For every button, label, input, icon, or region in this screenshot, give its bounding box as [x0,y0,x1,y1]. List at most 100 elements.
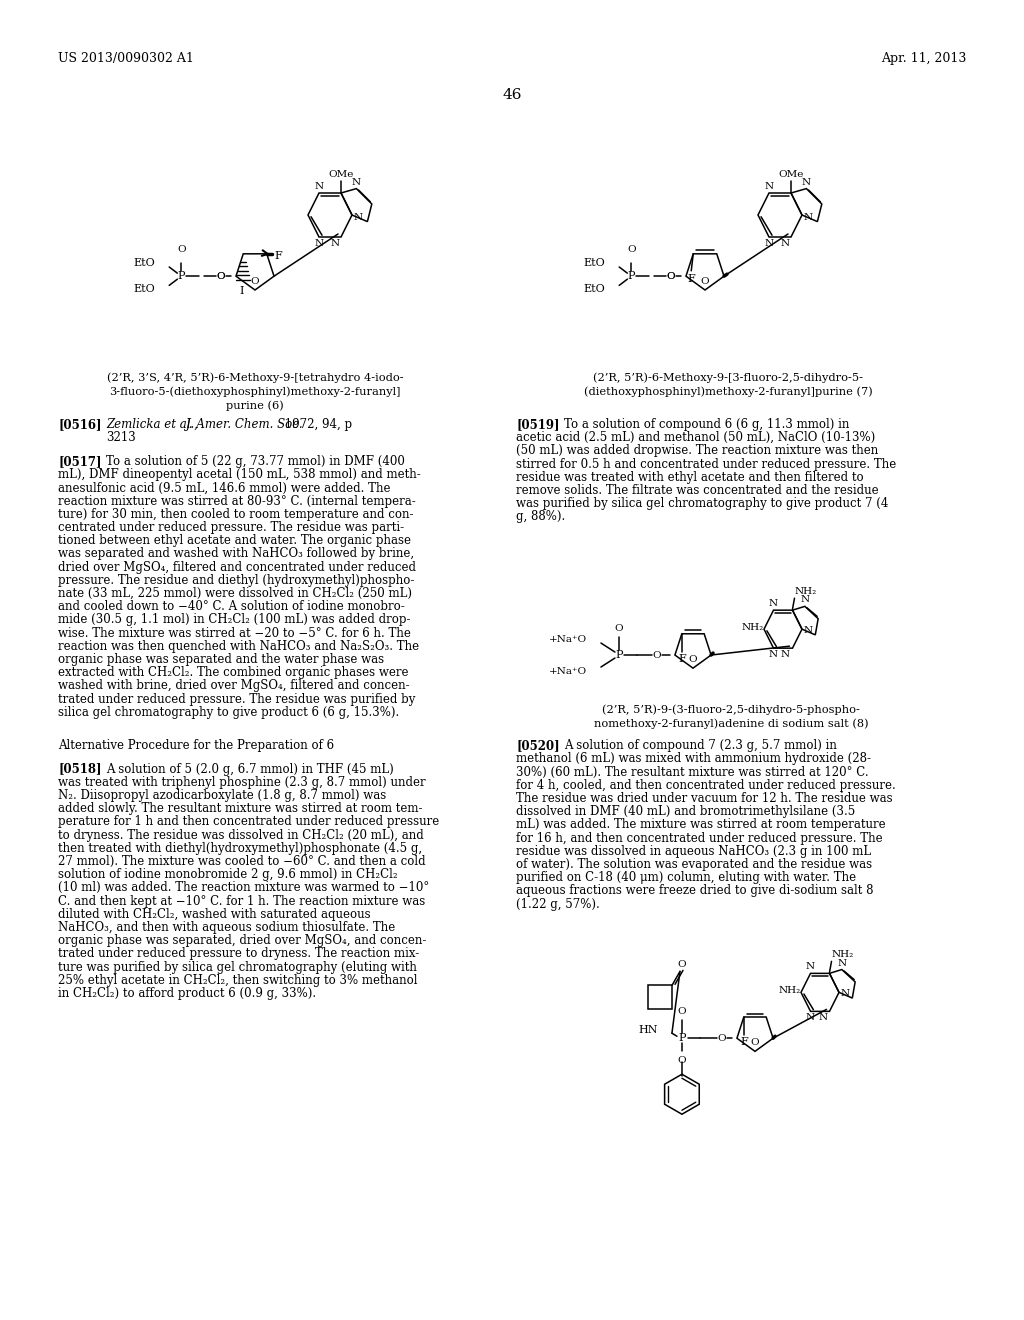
Text: Alternative Procedure for the Preparation of 6: Alternative Procedure for the Preparatio… [58,739,334,752]
Text: O: O [614,624,624,634]
Text: NH₂: NH₂ [741,623,764,632]
Text: O: O [627,244,636,253]
Text: O: O [678,1056,686,1065]
Text: P: P [628,271,635,281]
Text: (diethoxyphosphinyl)methoxy-2-furanyl]purine (7): (diethoxyphosphinyl)methoxy-2-furanyl]pu… [584,385,872,396]
Text: N: N [765,182,773,191]
Text: O: O [689,655,697,664]
Text: diluted with CH₂Cl₂, washed with saturated aqueous: diluted with CH₂Cl₂, washed with saturat… [58,908,371,921]
Text: P: P [177,271,185,281]
Text: 30%) (60 mL). The resultant mixture was stirred at 120° C.: 30%) (60 mL). The resultant mixture was … [516,766,868,779]
Text: washed with brine, dried over MgSO₄, filtered and concen-: washed with brine, dried over MgSO₄, fil… [58,680,410,693]
Text: O: O [678,1007,686,1016]
Text: [0517]: [0517] [58,455,101,469]
Text: perature for 1 h and then concentrated under reduced pressure: perature for 1 h and then concentrated u… [58,816,439,829]
Text: nate (33 mL, 225 mmol) were dissolved in CH₂Cl₂ (250 mL): nate (33 mL, 225 mmol) were dissolved in… [58,587,412,601]
Text: C. and then kept at −10° C. for 1 h. The reaction mixture was: C. and then kept at −10° C. for 1 h. The… [58,895,425,908]
Text: (50 mL) was added dropwise. The reaction mixture was then: (50 mL) was added dropwise. The reaction… [516,445,879,458]
Text: N: N [314,239,324,248]
Text: [0518]: [0518] [58,763,101,776]
Text: (10 ml) was added. The reaction mixture was warmed to −10°: (10 ml) was added. The reaction mixture … [58,882,429,895]
Text: was separated and washed with NaHCO₃ followed by brine,: was separated and washed with NaHCO₃ fol… [58,548,414,561]
Text: N: N [804,626,813,635]
Text: Zemlicka et al.,: Zemlicka et al., [106,418,202,432]
Text: ture was purified by silica gel chromatography (eluting with: ture was purified by silica gel chromato… [58,961,417,974]
Text: N: N [802,178,811,186]
Text: N₂. Diisopropyl azodicarboxylate (1.8 g, 8.7 mmol) was: N₂. Diisopropyl azodicarboxylate (1.8 g,… [58,789,386,803]
Text: P: P [678,1034,686,1043]
Text: N: N [769,651,778,659]
Text: 3213: 3213 [106,432,136,445]
Text: (1.22 g, 57%).: (1.22 g, 57%). [516,898,600,911]
Text: anesulfonic acid (9.5 mL, 146.6 mmol) were added. The: anesulfonic acid (9.5 mL, 146.6 mmol) we… [58,482,390,495]
Text: 1972, 94, p: 1972, 94, p [281,418,352,432]
Text: (2’R, 3’S, 4’R, 5’R)-6-Methoxy-9-[tetrahydro 4-iodo-: (2’R, 3’S, 4’R, 5’R)-6-Methoxy-9-[tetrah… [106,372,403,383]
Text: nomethoxy-2-furanyl)adenine di sodium salt (8): nomethoxy-2-furanyl)adenine di sodium sa… [594,718,868,729]
Text: A solution of compound 7 (2.3 g, 5.7 mmol) in: A solution of compound 7 (2.3 g, 5.7 mmo… [564,739,837,752]
Text: wise. The mixture was stirred at −20 to −5° C. for 6 h. The: wise. The mixture was stirred at −20 to … [58,627,411,640]
Text: [0520]: [0520] [516,739,560,752]
Text: mL) was added. The mixture was stirred at room temperature: mL) was added. The mixture was stirred a… [516,818,886,832]
Text: O: O [217,272,225,281]
Text: N: N [769,599,778,609]
Text: extracted with CH₂Cl₂. The combined organic phases were: extracted with CH₂Cl₂. The combined orga… [58,667,409,680]
Text: 46: 46 [502,88,522,102]
Text: then treated with diethyl(hydroxymethyl)phosphonate (4.5 g,: then treated with diethyl(hydroxymethyl)… [58,842,422,855]
Text: To a solution of 5 (22 g, 73.77 mmol) in DMF (400: To a solution of 5 (22 g, 73.77 mmol) in… [106,455,404,469]
Text: organic phase was separated, dried over MgSO₄, and concen-: organic phase was separated, dried over … [58,935,426,948]
Text: F: F [740,1038,748,1047]
Text: ture) for 30 min, then cooled to room temperature and con-: ture) for 30 min, then cooled to room te… [58,508,414,521]
Text: purified on C-18 (40 μm) column, eluting with water. The: purified on C-18 (40 μm) column, eluting… [516,871,856,884]
Text: purine (6): purine (6) [226,400,284,411]
Text: O: O [251,277,259,286]
Text: added slowly. The resultant mixture was stirred at room tem-: added slowly. The resultant mixture was … [58,803,423,816]
Text: in CH₂Cl₂) to afford product 6 (0.9 g, 33%).: in CH₂Cl₂) to afford product 6 (0.9 g, 3… [58,987,316,1001]
Text: +Na⁺O: +Na⁺O [549,667,587,676]
Text: g, 88%).: g, 88%). [516,511,565,524]
Text: EtO: EtO [584,257,605,268]
Text: O: O [217,272,225,281]
Text: F: F [678,653,686,664]
Text: reaction was then quenched with NaHCO₃ and Na₂S₂O₃. The: reaction was then quenched with NaHCO₃ a… [58,640,419,653]
Text: OMe: OMe [329,170,353,180]
Text: N: N [765,239,773,248]
Text: dissolved in DMF (40 mL) and bromotrimethylsilane (3.5: dissolved in DMF (40 mL) and bromotrimet… [516,805,855,818]
Text: N: N [352,178,361,186]
Text: US 2013/0090302 A1: US 2013/0090302 A1 [58,51,194,65]
Text: tioned between ethyl acetate and water. The organic phase: tioned between ethyl acetate and water. … [58,535,411,548]
Text: F: F [687,273,695,284]
Text: to dryness. The residue was dissolved in CH₂Cl₂ (20 mL), and: to dryness. The residue was dissolved in… [58,829,424,842]
Text: methanol (6 mL) was mixed with ammonium hydroxide (28-: methanol (6 mL) was mixed with ammonium … [516,752,871,766]
Text: trated under reduced pressure to dryness. The reaction mix-: trated under reduced pressure to dryness… [58,948,419,961]
Text: N: N [801,595,809,605]
Text: 27 mmol). The mixture was cooled to −60° C. and then a cold: 27 mmol). The mixture was cooled to −60°… [58,855,426,869]
Text: reaction mixture was stirred at 80-93° C. (internal tempera-: reaction mixture was stirred at 80-93° C… [58,495,416,508]
Text: O: O [751,1039,760,1047]
Text: organic phase was separated and the water phase was: organic phase was separated and the wate… [58,653,384,667]
Text: N: N [780,239,790,248]
Text: O: O [652,651,662,660]
Text: J. Amer. Chem. Soc.: J. Amer. Chem. Soc. [186,418,304,432]
Text: 3-fluoro-5-(diethoxyphosphinyl)methoxy-2-furanyl]: 3-fluoro-5-(diethoxyphosphinyl)methoxy-2… [110,385,400,396]
Text: (2’R, 5’R)-9-(3-fluoro-2,5-dihydro-5-phospho-: (2’R, 5’R)-9-(3-fluoro-2,5-dihydro-5-pho… [602,704,860,714]
Text: N: N [806,1014,815,1023]
Text: residue was treated with ethyl acetate and then filtered to: residue was treated with ethyl acetate a… [516,471,863,484]
Text: N: N [841,989,850,998]
Text: HN: HN [638,1026,658,1035]
Text: O: O [667,272,675,281]
Text: To a solution of compound 6 (6 g, 11.3 mmol) in: To a solution of compound 6 (6 g, 11.3 m… [564,418,849,432]
Text: F: F [274,251,283,261]
Text: The residue was dried under vacuum for 12 h. The residue was: The residue was dried under vacuum for 1… [516,792,893,805]
Text: A solution of 5 (2.0 g, 6.7 mmol) in THF (45 mL): A solution of 5 (2.0 g, 6.7 mmol) in THF… [106,763,394,776]
Text: +Na⁺O: +Na⁺O [549,635,587,644]
Text: residue was dissolved in aqueous NaHCO₃ (2.3 g in 100 mL: residue was dissolved in aqueous NaHCO₃ … [516,845,871,858]
Text: and cooled down to −40° C. A solution of iodine monobro-: and cooled down to −40° C. A solution of… [58,601,404,614]
Text: 25% ethyl acetate in CH₂Cl₂, then switching to 3% methanol: 25% ethyl acetate in CH₂Cl₂, then switch… [58,974,418,987]
Text: N: N [806,962,815,972]
Text: N: N [804,213,813,222]
Text: mide (30.5 g, 1.1 mol) in CH₂Cl₂ (100 mL) was added drop-: mide (30.5 g, 1.1 mol) in CH₂Cl₂ (100 mL… [58,614,411,627]
Text: P: P [615,649,623,660]
Text: EtO: EtO [133,257,156,268]
Text: NH₂: NH₂ [778,986,801,995]
Text: for 16 h, and then concentrated under reduced pressure. The: for 16 h, and then concentrated under re… [516,832,883,845]
